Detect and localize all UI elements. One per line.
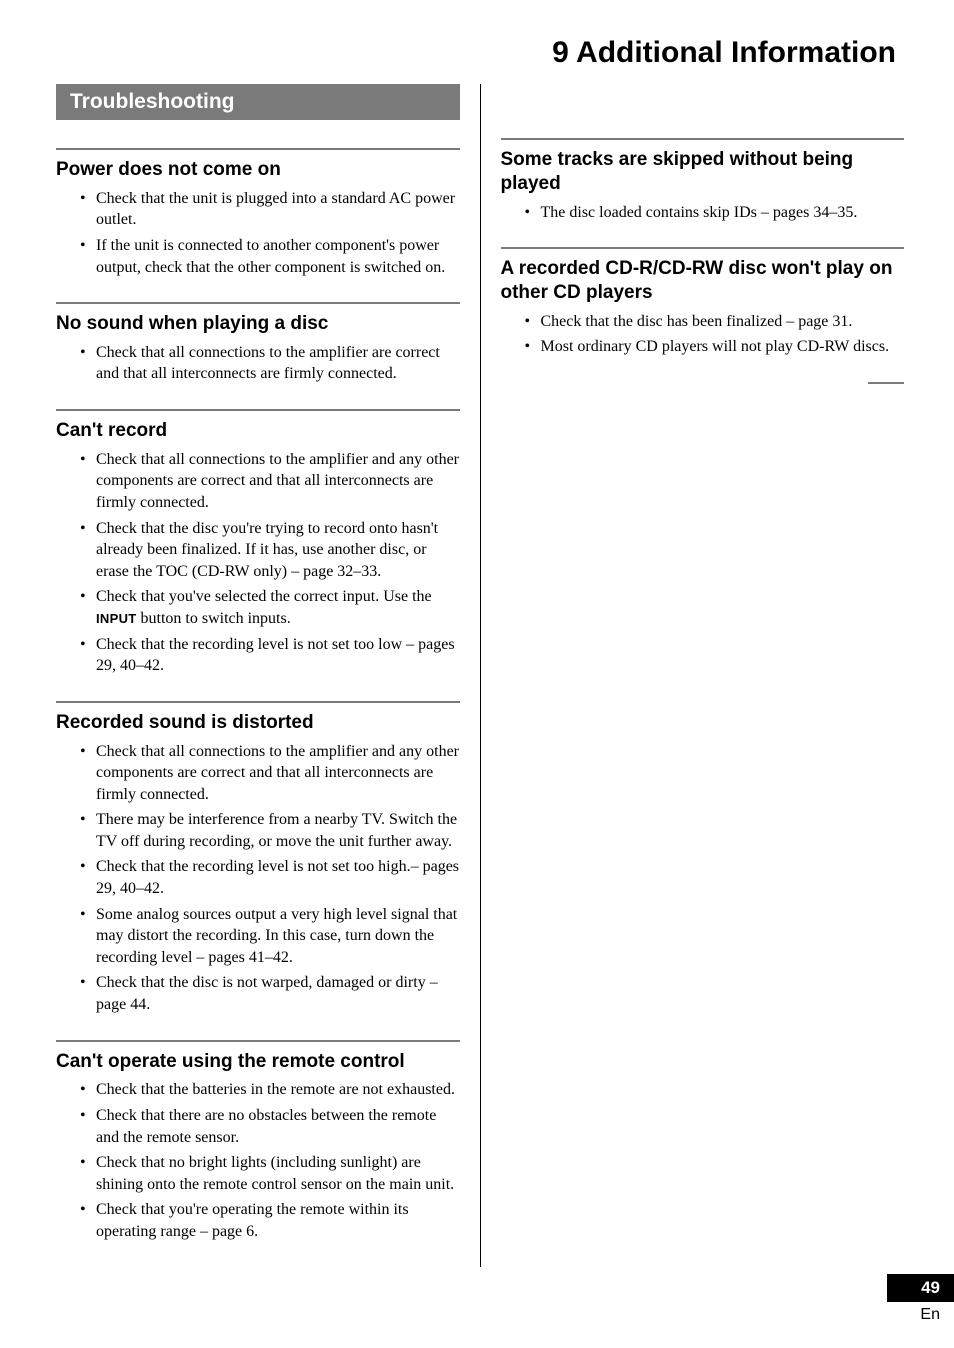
list-item: Check that the recording level is not se… — [80, 856, 460, 899]
divider — [56, 409, 460, 411]
input-keyword: INPUT — [96, 611, 137, 626]
left-column: Troubleshooting Power does not come on C… — [56, 84, 481, 1267]
page-footer: 49 En — [887, 1274, 954, 1324]
subhead-skipped: Some tracks are skipped without being pl… — [501, 148, 905, 196]
item-text-tail: button to switch inputs. — [137, 610, 291, 627]
list-item: Check that the batteries in the remote a… — [80, 1079, 460, 1101]
page-number: 49 — [887, 1274, 954, 1302]
list-item: Check that all connections to the amplif… — [80, 342, 460, 385]
chapter-title: 9 Additional Information — [56, 36, 904, 70]
short-divider — [868, 382, 904, 384]
list-item: Some analog sources output a very high l… — [80, 904, 460, 969]
divider — [56, 148, 460, 150]
divider — [56, 1040, 460, 1042]
divider — [501, 138, 905, 140]
list-cant-record: Check that all connections to the amplif… — [56, 449, 460, 677]
divider — [501, 247, 905, 249]
subhead-power: Power does not come on — [56, 158, 460, 182]
list-item: Check that you've selected the correct i… — [80, 586, 460, 629]
list-item: Check that all connections to the amplif… — [80, 741, 460, 806]
item-text: Check that you've selected the correct i… — [96, 588, 432, 605]
right-column: Some tracks are skipped without being pl… — [481, 84, 905, 1267]
divider — [56, 302, 460, 304]
list-item: The disc loaded contains skip IDs – page… — [525, 202, 905, 224]
list-item: Check that no bright lights (including s… — [80, 1152, 460, 1195]
list-power: Check that the unit is plugged into a st… — [56, 188, 460, 278]
subhead-distorted: Recorded sound is distorted — [56, 711, 460, 735]
divider — [56, 701, 460, 703]
list-distorted: Check that all connections to the amplif… — [56, 741, 460, 1016]
list-item: Check that the disc you're trying to rec… — [80, 518, 460, 583]
list-skipped: The disc loaded contains skip IDs – page… — [501, 202, 905, 224]
list-item: Check that you're operating the remote w… — [80, 1199, 460, 1242]
list-item: Check that the disc is not warped, damag… — [80, 972, 460, 1015]
list-item: If the unit is connected to another comp… — [80, 235, 460, 278]
list-cdr: Check that the disc has been finalized –… — [501, 311, 905, 358]
list-item: Check that the recording level is not se… — [80, 634, 460, 677]
language-label: En — [887, 1302, 954, 1324]
subhead-cant-record: Can't record — [56, 419, 460, 443]
list-item: Check that there are no obstacles betwee… — [80, 1105, 460, 1148]
subhead-no-sound: No sound when playing a disc — [56, 312, 460, 336]
list-item: There may be interference from a nearby … — [80, 809, 460, 852]
subhead-remote: Can't operate using the remote control — [56, 1050, 460, 1074]
list-item: Check that the unit is plugged into a st… — [80, 188, 460, 231]
list-remote: Check that the batteries in the remote a… — [56, 1079, 460, 1242]
subhead-cdr: A recorded CD-R/CD-RW disc won't play on… — [501, 257, 905, 305]
list-no-sound: Check that all connections to the amplif… — [56, 342, 460, 385]
section-banner: Troubleshooting — [56, 84, 460, 120]
list-item: Most ordinary CD players will not play C… — [525, 336, 905, 358]
list-item: Check that the disc has been finalized –… — [525, 311, 905, 333]
list-item: Check that all connections to the amplif… — [80, 449, 460, 514]
